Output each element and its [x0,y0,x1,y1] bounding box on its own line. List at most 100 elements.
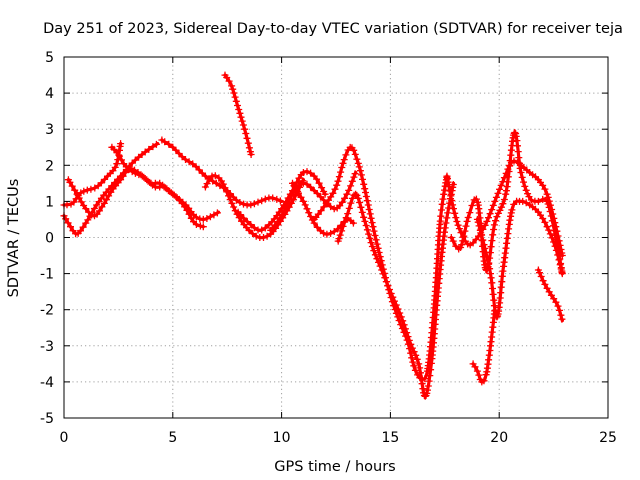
y-tick-label: 1 [45,194,54,210]
data-point [362,217,366,222]
data-point [290,192,295,196]
data-point [475,369,480,373]
data-point [192,221,197,225]
data-point [247,228,251,232]
data-point [556,304,560,308]
data-point [216,210,221,214]
data-point [269,221,273,225]
data-point [149,181,153,185]
series-arc-p [469,307,499,386]
data-point [451,181,456,185]
data-point [155,142,160,146]
data-point [116,152,120,157]
data-point [528,203,532,207]
data-point [345,214,349,218]
data-point [493,221,497,225]
y-axis-label: SDTVAR / TECUs [6,179,22,298]
y-tick-label: 3 [45,122,54,138]
data-point [536,210,540,214]
data-point [323,232,327,236]
x-tick-label: 20 [490,430,508,446]
series-arc-o [473,197,566,321]
data-point [430,358,434,362]
y-tick-label: 2 [45,158,54,174]
series-arc-d [108,143,207,231]
data-point [301,181,305,185]
data-point [443,228,447,232]
data-point [408,340,412,344]
data-point [269,232,273,236]
data-point [356,160,360,164]
data-point [145,149,149,153]
data-point [528,170,532,175]
data-point [512,131,517,135]
data-point [560,318,564,323]
data-point [301,178,305,182]
data-point [501,264,506,268]
x-tick-label: 25 [599,430,617,446]
data-point [101,203,105,207]
y-tick-label: -3 [40,339,54,355]
data-point [362,185,366,189]
data-point [488,344,493,348]
data-point [334,228,338,232]
data-point [223,73,227,77]
series-arc-b [60,140,160,238]
data-point [280,214,284,218]
data-point [371,246,375,250]
data-point [95,185,99,189]
data-point [84,207,88,211]
chart-title: Day 251 of 2023, Sidereal Day-to-day VTE… [43,21,623,37]
x-axis-label: GPS time / hours [274,459,395,475]
data-point [269,228,273,232]
data-point [247,203,251,207]
data-point [68,225,73,229]
data-point [95,203,99,207]
data-point [484,373,488,377]
data-point [140,174,144,178]
data-point [214,181,218,185]
x-tick-label: 15 [381,430,399,446]
data-point [66,178,70,182]
data-point [475,199,480,203]
data-point [192,214,197,218]
data-point [166,188,171,193]
data-point [480,380,484,384]
data-point [312,174,316,178]
data-point [92,214,97,218]
data-point [519,170,523,175]
data-point [560,272,564,276]
data-point [236,105,240,110]
data-point [545,199,549,203]
y-tick-label: 0 [45,231,54,247]
series-arc-l [334,181,457,400]
data-point [182,156,186,160]
data-point [71,201,75,205]
data-point [545,225,549,229]
data-point [280,207,284,211]
data-point [249,152,253,157]
data-point [118,142,123,146]
data-point [388,290,392,294]
data-point [158,181,162,185]
data-point [105,188,110,193]
data-point [132,160,136,164]
data-point [545,192,549,196]
data-point [323,203,327,207]
data-point [501,178,506,182]
data-point [493,308,497,312]
data-point [458,246,462,250]
data-point [436,286,440,290]
y-tick-label: 4 [45,86,54,102]
data-point [493,199,497,203]
data-point [451,207,456,211]
y-tick-label: -5 [40,411,54,427]
data-point [438,217,443,222]
data-point [336,239,340,243]
data-point [334,207,338,211]
data-point [343,156,347,160]
data-point [554,246,558,250]
data-point [475,235,480,240]
